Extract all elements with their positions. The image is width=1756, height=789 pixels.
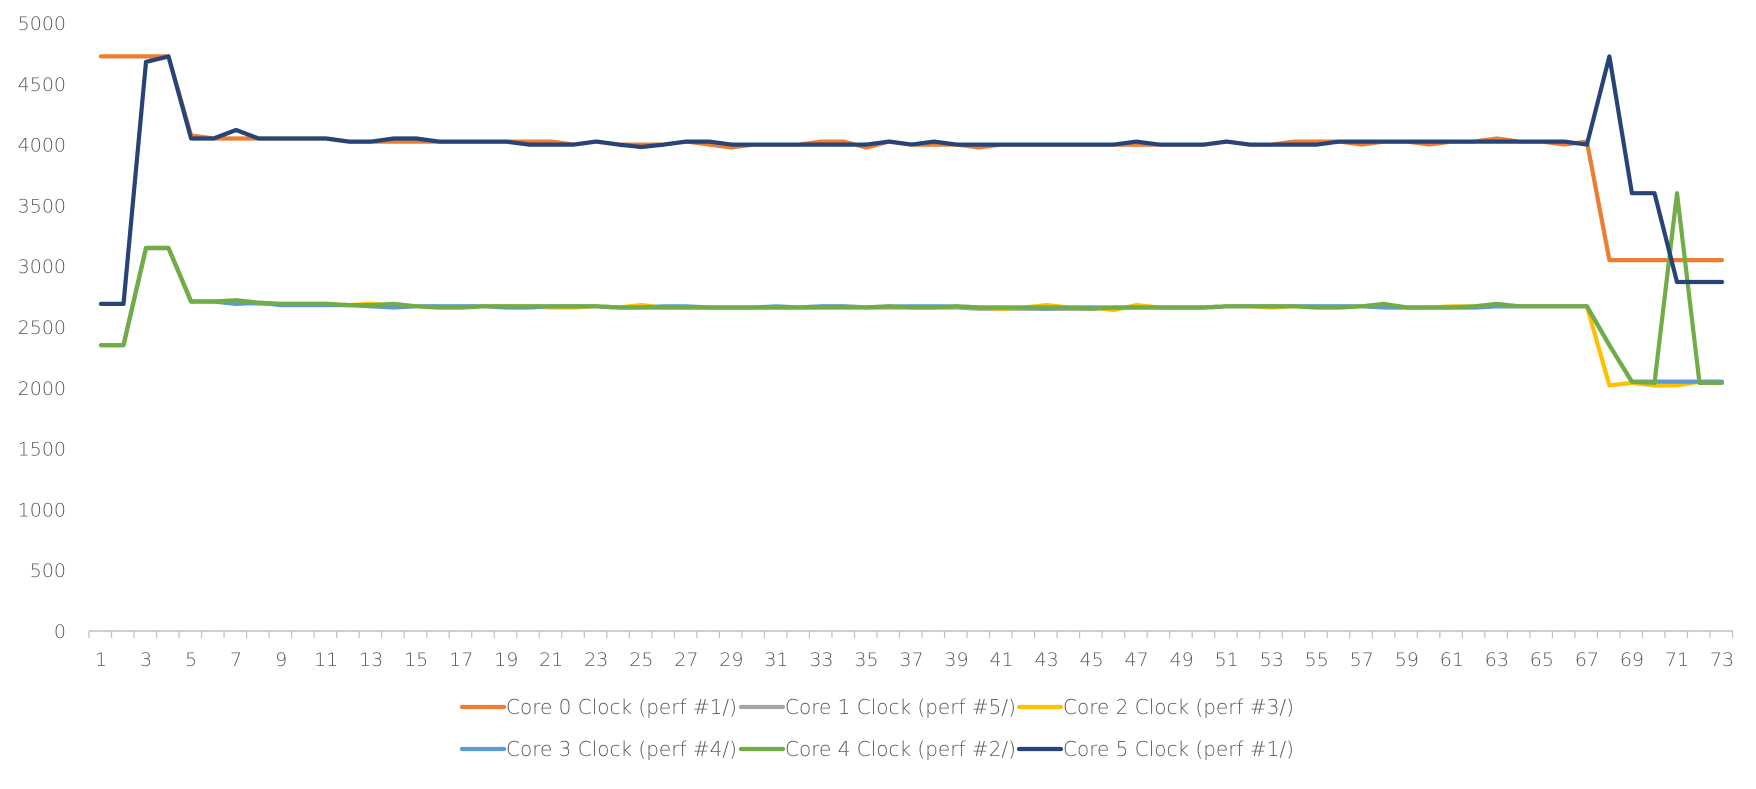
- y-tick-label: 0: [54, 621, 66, 643]
- legend-label: Core 1 Clock (perf #5/): [785, 695, 1016, 719]
- x-tick-label: 41: [989, 649, 1013, 671]
- legend-item: Core 1 Clock (perf #5/): [738, 695, 1016, 719]
- y-tick-label: 4500: [18, 74, 66, 96]
- x-tick-label: 53: [1260, 649, 1284, 671]
- x-tick-label: 9: [275, 649, 287, 671]
- series-line-core-3: [98, 245, 1725, 384]
- x-tick-label: 71: [1665, 649, 1689, 671]
- x-tick-label: 25: [629, 649, 653, 671]
- legend-label: Core 4 Clock (perf #2/): [785, 737, 1016, 761]
- x-tick-label: 31: [764, 649, 788, 671]
- x-tick-label: 29: [719, 649, 743, 671]
- x-tick-label: 23: [584, 649, 608, 671]
- x-tick-label: 7: [230, 649, 242, 671]
- y-tick-label: 3000: [18, 256, 66, 278]
- x-tick-label: 33: [809, 649, 833, 671]
- legend-label: Core 3 Clock (perf #4/): [506, 737, 737, 761]
- legend-label: Core 5 Clock (perf #1/): [1063, 737, 1294, 761]
- y-tick-label: 3500: [18, 195, 66, 217]
- x-tick-label: 55: [1305, 649, 1329, 671]
- x-tick-label: 5: [185, 649, 197, 671]
- x-tick-label: 11: [314, 649, 338, 671]
- x-tick-label: 47: [1125, 649, 1149, 671]
- x-tick-label: 61: [1440, 649, 1464, 671]
- legend-item: Core 3 Clock (perf #4/): [459, 737, 737, 761]
- y-tick-label: 500: [30, 560, 66, 582]
- x-tick-label: 3: [140, 649, 152, 671]
- x-tick-label: 17: [449, 649, 473, 671]
- x-tick-label: 13: [359, 649, 383, 671]
- x-tick-label: 35: [854, 649, 878, 671]
- y-tick-label: 2500: [18, 317, 66, 339]
- x-tick-label: 63: [1485, 649, 1509, 671]
- series-line-core-4: [98, 191, 1725, 385]
- x-tick-label: 1: [95, 649, 107, 671]
- x-tick-label: 37: [899, 649, 923, 671]
- x-tick-label: 21: [539, 649, 563, 671]
- y-tick-label: 1500: [18, 439, 66, 461]
- x-tick-label: 39: [944, 649, 968, 671]
- legend-item: Core 2 Clock (perf #3/): [1016, 695, 1294, 719]
- legend-item: Core 0 Clock (perf #1/): [459, 695, 737, 719]
- x-tick-label: 67: [1575, 649, 1599, 671]
- y-tick-label: 1000: [18, 499, 66, 521]
- legend-label: Core 2 Clock (perf #3/): [1063, 695, 1294, 719]
- legend-item: Core 5 Clock (perf #1/): [1016, 737, 1294, 761]
- legend-item: Core 4 Clock (perf #2/): [738, 737, 1016, 761]
- x-tick-label: 65: [1530, 649, 1554, 671]
- legend: Core 0 Clock (perf #1/) Core 1 Clock (per…: [459, 695, 1294, 761]
- x-tick-label: 59: [1395, 649, 1419, 671]
- y-tick-label: 2000: [18, 378, 66, 400]
- x-tick-label: 69: [1620, 649, 1644, 671]
- x-tick-label: 19: [494, 649, 518, 671]
- x-tick-label: 43: [1034, 649, 1058, 671]
- y-axis-tick-labels: 0 500 1000 1500 2000 2500 3000 3500 4000 4500 5000: [18, 13, 66, 643]
- x-tick-label: 15: [404, 649, 428, 671]
- x-tick-label: 73: [1710, 649, 1734, 671]
- series-line-core-0: [98, 54, 1725, 263]
- x-tick-label: 49: [1170, 649, 1194, 671]
- legend-label: Core 0 Clock (perf #1/): [506, 695, 737, 719]
- x-tick-label: 27: [674, 649, 698, 671]
- x-tick-label: 57: [1350, 649, 1374, 671]
- series-line-core-1: [98, 245, 1725, 384]
- y-tick-label: 5000: [18, 13, 66, 35]
- x-axis: 1 3 5 7 9 11 13 15 17 19 21 23 25 27 29 31 33 35 37 39 41 43 4…: [88, 630, 1734, 671]
- series-line-core-5: [98, 54, 1725, 306]
- series-lines: [98, 54, 1725, 388]
- x-tick-label: 51: [1215, 649, 1239, 671]
- y-tick-label: 4000: [18, 135, 66, 157]
- series-line-core-2: [98, 245, 1725, 388]
- x-tick-label: 45: [1080, 649, 1104, 671]
